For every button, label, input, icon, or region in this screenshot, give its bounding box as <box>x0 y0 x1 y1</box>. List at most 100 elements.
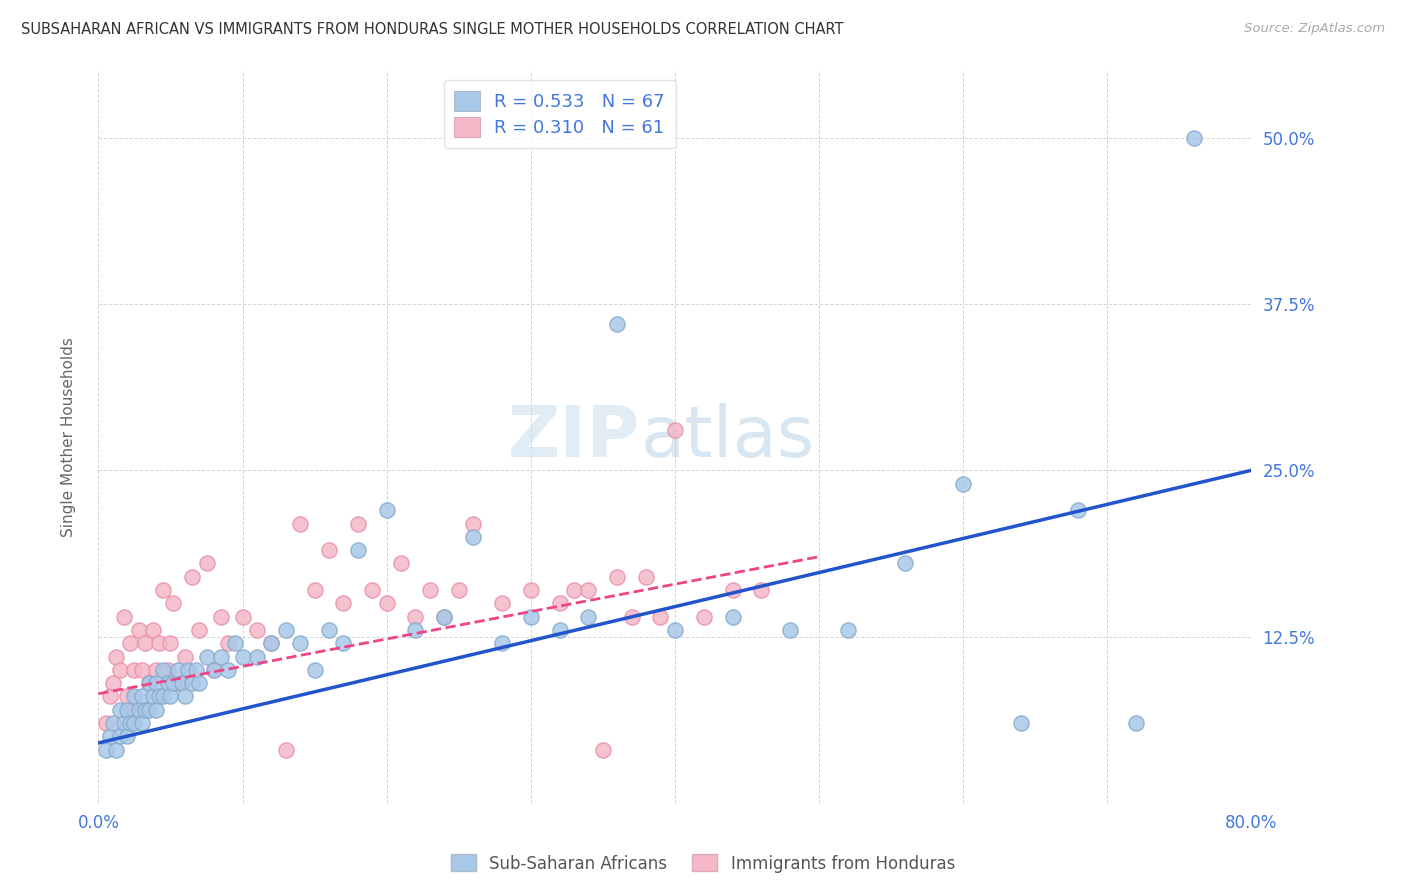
Point <box>224 636 246 650</box>
Point <box>693 609 716 624</box>
Point <box>120 716 142 731</box>
Point <box>202 663 225 677</box>
Point <box>188 623 211 637</box>
Point <box>606 570 628 584</box>
Point <box>94 716 117 731</box>
Point <box>117 729 139 743</box>
Text: atlas: atlas <box>640 402 814 472</box>
Point <box>128 623 150 637</box>
Point <box>520 609 543 624</box>
Point <box>246 623 269 637</box>
Point <box>231 649 254 664</box>
Point <box>131 663 153 677</box>
Point <box>162 676 184 690</box>
Point <box>952 476 974 491</box>
Point <box>145 703 167 717</box>
Point <box>636 570 658 584</box>
Point <box>156 676 179 690</box>
Point <box>461 516 484 531</box>
Point <box>124 716 146 731</box>
Point <box>195 649 218 664</box>
Point <box>142 623 165 637</box>
Point <box>124 703 146 717</box>
Point <box>318 623 340 637</box>
Point <box>209 609 232 624</box>
Point <box>156 663 179 677</box>
Point <box>131 690 153 704</box>
Point <box>209 649 232 664</box>
Point <box>447 582 470 597</box>
Point <box>177 663 200 677</box>
Point <box>405 609 427 624</box>
Point <box>491 636 513 650</box>
Point <box>112 716 135 731</box>
Legend: Sub-Saharan Africans, Immigrants from Honduras: Sub-Saharan Africans, Immigrants from Ho… <box>444 847 962 880</box>
Point <box>152 663 174 677</box>
Point <box>101 716 124 731</box>
Point <box>664 623 686 637</box>
Point <box>461 530 484 544</box>
Point <box>145 676 167 690</box>
Point <box>721 609 744 624</box>
Point <box>104 649 127 664</box>
Point <box>375 596 398 610</box>
Point <box>186 663 208 677</box>
Point <box>152 582 174 597</box>
Point <box>419 582 441 597</box>
Point <box>231 609 254 624</box>
Point <box>290 516 312 531</box>
Point <box>592 742 614 756</box>
Point <box>562 582 585 597</box>
Point <box>159 636 181 650</box>
Point <box>112 609 135 624</box>
Point <box>304 582 326 597</box>
Legend: R = 0.533   N = 67, R = 0.310   N = 61: R = 0.533 N = 67, R = 0.310 N = 61 <box>443 80 676 148</box>
Point <box>274 742 297 756</box>
Point <box>94 742 117 756</box>
Point <box>159 690 181 704</box>
Point <box>104 742 127 756</box>
Point <box>1067 503 1090 517</box>
Point <box>108 703 131 717</box>
Point <box>332 636 354 650</box>
Point <box>98 729 121 743</box>
Point <box>578 609 600 624</box>
Text: Source: ZipAtlas.com: Source: ZipAtlas.com <box>1244 22 1385 36</box>
Point <box>148 690 170 704</box>
Point <box>433 609 456 624</box>
Point <box>101 676 124 690</box>
Point <box>145 663 167 677</box>
Point <box>174 649 197 664</box>
Point <box>174 690 197 704</box>
Point <box>548 623 571 637</box>
Point <box>346 516 368 531</box>
Point <box>134 636 156 650</box>
Point <box>131 716 153 731</box>
Point <box>721 582 744 597</box>
Point <box>779 623 801 637</box>
Point <box>606 317 628 331</box>
Point <box>195 557 218 571</box>
Point <box>290 636 312 650</box>
Point <box>405 623 427 637</box>
Point <box>433 609 456 624</box>
Point <box>131 703 153 717</box>
Point <box>166 663 188 677</box>
Point <box>148 636 170 650</box>
Point <box>120 636 142 650</box>
Point <box>108 663 131 677</box>
Point <box>124 663 146 677</box>
Point <box>491 596 513 610</box>
Point <box>1182 131 1205 145</box>
Point <box>1010 716 1032 731</box>
Point <box>260 636 283 650</box>
Point <box>138 703 160 717</box>
Point <box>98 690 121 704</box>
Point <box>346 543 368 558</box>
Point <box>117 690 139 704</box>
Point <box>181 676 204 690</box>
Point <box>108 729 131 743</box>
Point <box>117 703 139 717</box>
Point <box>152 690 174 704</box>
Point <box>332 596 354 610</box>
